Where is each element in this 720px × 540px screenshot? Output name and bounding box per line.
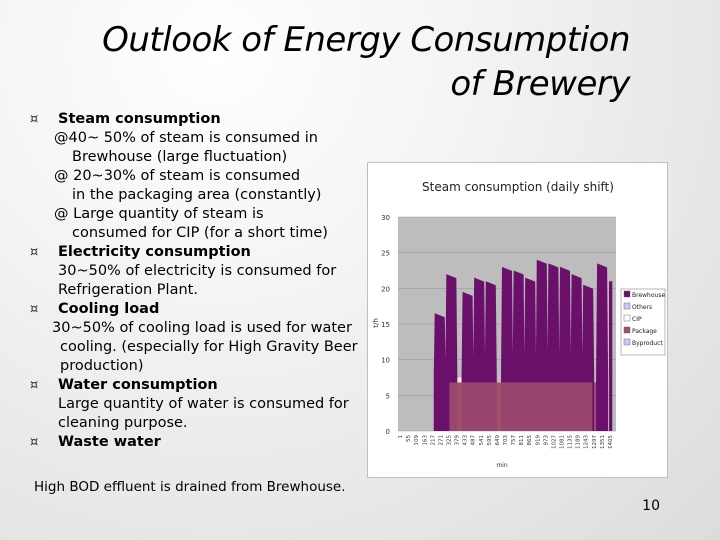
legend-entry: Brewhouse	[632, 292, 665, 299]
x-tick-label: 109	[414, 435, 420, 446]
bullet-marker-icon: ¤	[30, 302, 39, 317]
electricity-heading: Electricity consumption	[58, 244, 251, 260]
legend-swatch	[623, 326, 631, 334]
y-tick-label: 10	[381, 357, 390, 365]
legend-entry: CIP	[632, 316, 642, 323]
bullet-waste: ¤ Waste water	[30, 433, 360, 452]
y-tick-label: 5	[386, 392, 390, 400]
x-tick-label: 487	[471, 435, 477, 446]
electricity-line: Refrigeration Plant.	[58, 282, 198, 298]
bullet-water: ¤ Water consumption	[30, 376, 360, 395]
water-line: cleaning purpose.	[58, 415, 188, 431]
steam-line: @ 20~30% of steam is consumed	[54, 168, 301, 184]
water-heading: Water consumption	[58, 377, 218, 393]
bullet-marker-icon: ¤	[30, 378, 39, 393]
y-tick-label: 20	[381, 285, 390, 293]
legend-swatch	[623, 302, 631, 310]
title-line-2: of Brewery	[450, 64, 630, 104]
chart-legend: Brewhouse Others CIP Package Byproduct	[620, 288, 665, 356]
x-tick-label: 757	[511, 435, 517, 446]
slide-body: ¤ Steam consumption @40~ 50% of steam is…	[30, 110, 360, 452]
cooling-heading: Cooling load	[58, 301, 160, 317]
water-line: Large quantity of water is consumed for	[58, 396, 349, 412]
x-tick-label: 217	[430, 435, 436, 446]
chart-title: Steam consumption (daily shift)	[422, 180, 614, 194]
x-tick-label: 1027	[551, 435, 557, 449]
y-tick-label: 15	[381, 321, 390, 329]
cooling-line: cooling. (especially for High Gravity Be…	[60, 339, 358, 355]
page-number: 10	[642, 498, 660, 514]
steam-line: consumed for CIP (for a short time)	[72, 225, 328, 241]
cooling-line: 30~50% of cooling load is used for water	[52, 320, 352, 336]
x-tick-label: 1243	[584, 435, 590, 449]
steam-line: in the packaging area (constantly)	[72, 187, 322, 203]
x-tick-label: 163	[422, 435, 428, 446]
x-tick-label: 1351	[600, 435, 606, 449]
x-tick-label: 325	[446, 435, 452, 446]
legend-entry: Byproduct	[632, 340, 663, 347]
y-tick-label: 0	[386, 428, 390, 436]
package-area	[449, 382, 593, 431]
bullet-marker-icon: ¤	[30, 112, 39, 127]
legend-swatch	[623, 290, 631, 298]
x-tick-label: 1081	[560, 435, 566, 449]
legend-swatch	[623, 314, 631, 322]
electricity-line: 30~50% of electricity is consumed for	[58, 263, 337, 279]
x-tick-label: 703	[503, 435, 509, 446]
y-tick-label: 30	[381, 214, 390, 222]
x-tick-label: 865	[527, 435, 533, 446]
x-tick-label: 1	[398, 435, 404, 439]
y-axis-label: t/h	[372, 318, 380, 328]
footer-text: High BOD effluent is drained from Brewho…	[34, 479, 346, 495]
bullet-marker-icon: ¤	[30, 245, 39, 260]
bullet-electricity: ¤ Electricity consumption	[30, 243, 360, 262]
x-tick-label: 379	[455, 435, 461, 446]
x-tick-label: 433	[463, 435, 469, 446]
x-tick-label: 1135	[568, 435, 574, 449]
x-tick-label: 1297	[592, 435, 598, 449]
bullet-cooling: ¤ Cooling load	[30, 300, 360, 319]
cooling-line: production)	[60, 358, 144, 374]
x-axis-label: min	[496, 462, 508, 469]
title-line-1: Outlook of Energy Consumption	[102, 20, 630, 60]
x-tick-label: 811	[519, 435, 525, 446]
steam-heading: Steam consumption	[58, 111, 221, 127]
y-tick-label: 25	[381, 250, 390, 258]
legend-swatch	[623, 338, 631, 346]
steam-chart-svg: Steam consumption (daily shift) 0 5 10 15 20…	[368, 163, 667, 477]
steam-chart: Steam consumption (daily shift) 0 5 10 15 20…	[367, 162, 668, 478]
steam-line: Brewhouse (large fluctuation)	[72, 149, 288, 165]
x-tick-label: 541	[479, 435, 485, 446]
x-tick-label: 271	[438, 435, 444, 446]
x-tick-label: 595	[487, 435, 493, 446]
x-tick-label: 649	[495, 435, 501, 446]
legend-entry: Package	[632, 328, 657, 335]
slide-title: Outlook of Energy Consumption of Brewery	[70, 18, 630, 106]
x-tick-label: 1405	[608, 435, 614, 449]
x-tick-label: 1189	[576, 435, 582, 449]
x-tick-label: 919	[535, 435, 541, 446]
steam-line: @40~ 50% of steam is consumed in	[54, 130, 318, 146]
x-tick-label: 55	[406, 435, 412, 442]
waste-heading: Waste water	[58, 434, 161, 450]
bullet-marker-icon: ¤	[30, 435, 39, 450]
legend-entry: Others	[632, 304, 652, 311]
x-tick-label: 973	[543, 435, 549, 446]
bullet-steam: ¤ Steam consumption	[30, 110, 360, 129]
steam-line: @ Large quantity of steam is	[54, 206, 264, 222]
